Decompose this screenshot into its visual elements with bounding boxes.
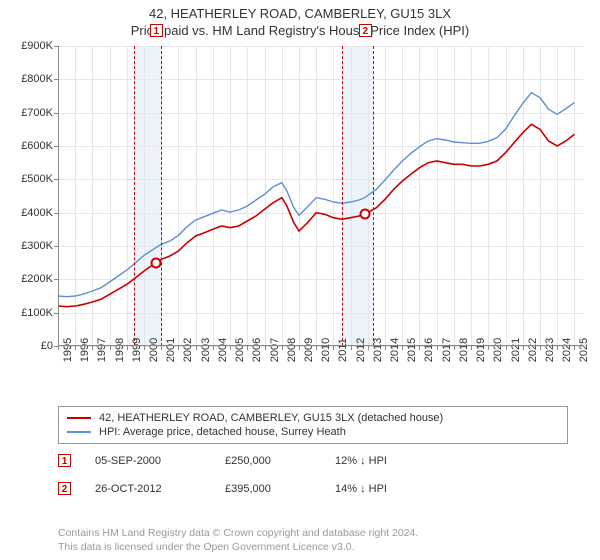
legend-swatch-1 <box>67 417 91 419</box>
chart-plot-area: £0£100K£200K£300K£400K£500K£600K£700K£80… <box>58 46 583 346</box>
sale-row-2: 2 26-OCT-2012 £395,000 14% ↓ HPI <box>58 478 578 499</box>
y-axis-label: £200K <box>21 273 53 285</box>
x-axis-label: 2000 <box>148 338 160 362</box>
x-axis-label: 2013 <box>372 338 384 362</box>
x-axis-label: 2010 <box>320 338 332 362</box>
legend-row-1: 42, HEATHERLEY ROAD, CAMBERLEY, GU15 3LX… <box>67 411 559 425</box>
x-axis-label: 2015 <box>406 338 418 362</box>
y-axis-label: £400K <box>21 207 53 219</box>
y-axis-label: £700K <box>21 107 53 119</box>
y-axis-label: £500K <box>21 173 53 185</box>
y-axis-label: £0 <box>41 340 53 352</box>
x-axis-label: 2003 <box>200 338 212 362</box>
legend-label-1: 42, HEATHERLEY ROAD, CAMBERLEY, GU15 3LX… <box>99 412 443 424</box>
sale-date-2: 26-OCT-2012 <box>95 483 225 495</box>
sale-date-1: 05-SEP-2000 <box>95 455 225 467</box>
legend-row-2: HPI: Average price, detached house, Surr… <box>67 425 559 439</box>
x-axis-label: 2004 <box>217 338 229 362</box>
x-axis-label: 2009 <box>303 338 315 362</box>
x-axis-label: 2016 <box>423 338 435 362</box>
sale-point <box>359 209 370 220</box>
sale-price-2: £395,000 <box>225 483 335 495</box>
x-axis-label: 1997 <box>96 338 108 362</box>
chart-title-1: 42, HEATHERLEY ROAD, CAMBERLEY, GU15 3LX <box>0 0 600 21</box>
y-axis-label: £600K <box>21 140 53 152</box>
x-axis-label: 2011 <box>337 338 349 362</box>
y-axis-label: £900K <box>21 40 53 52</box>
y-axis-label: £800K <box>21 73 53 85</box>
x-axis-label: 1996 <box>79 338 91 362</box>
footer-attribution: Contains HM Land Registry data © Crown c… <box>58 526 418 554</box>
sale-marker-box: 2 <box>359 24 372 37</box>
x-axis-label: 2017 <box>441 338 453 362</box>
x-axis-label: 2023 <box>544 338 556 362</box>
x-axis-label: 2021 <box>510 338 522 362</box>
sale-row-1: 1 05-SEP-2000 £250,000 12% ↓ HPI <box>58 450 578 471</box>
x-axis-label: 2012 <box>355 338 367 362</box>
sale-marker-1: 1 <box>58 454 71 467</box>
x-axis-label: 2014 <box>389 338 401 362</box>
x-axis-label: 2018 <box>458 338 470 362</box>
x-axis-label: 1998 <box>114 338 126 362</box>
x-axis-label: 2007 <box>269 338 281 362</box>
footer-line-2: This data is licensed under the Open Gov… <box>58 541 355 553</box>
sale-marker-2: 2 <box>58 482 71 495</box>
sale-delta-2: 14% ↓ HPI <box>335 483 387 495</box>
sale-marker-box: 1 <box>150 24 163 37</box>
x-axis-label: 2024 <box>561 338 573 362</box>
x-axis-label: 2025 <box>578 338 590 362</box>
legend-swatch-2 <box>67 431 91 433</box>
x-axis-label: 2020 <box>492 338 504 362</box>
series-line <box>58 93 574 297</box>
y-axis-label: £100K <box>21 307 53 319</box>
x-axis-label: 2022 <box>527 338 539 362</box>
chart-title-2: Price paid vs. HM Land Registry's House … <box>0 21 600 38</box>
series-line <box>58 124 574 306</box>
x-axis-label: 2002 <box>182 338 194 362</box>
x-axis-label: 2008 <box>286 338 298 362</box>
legend-box: 42, HEATHERLEY ROAD, CAMBERLEY, GU15 3LX… <box>58 406 568 444</box>
x-axis-label: 2001 <box>165 338 177 362</box>
x-axis-label: 2006 <box>251 338 263 362</box>
y-axis-label: £300K <box>21 240 53 252</box>
x-axis-label: 2005 <box>234 338 246 362</box>
x-axis-label: 1995 <box>62 338 74 362</box>
legend-label-2: HPI: Average price, detached house, Surr… <box>99 426 346 438</box>
sale-point <box>150 257 161 268</box>
sale-delta-1: 12% ↓ HPI <box>335 455 387 467</box>
chart-svg <box>58 46 583 346</box>
footer-line-1: Contains HM Land Registry data © Crown c… <box>58 527 418 539</box>
x-axis-label: 1999 <box>131 338 143 362</box>
x-axis-label: 2019 <box>475 338 487 362</box>
sale-price-1: £250,000 <box>225 455 335 467</box>
